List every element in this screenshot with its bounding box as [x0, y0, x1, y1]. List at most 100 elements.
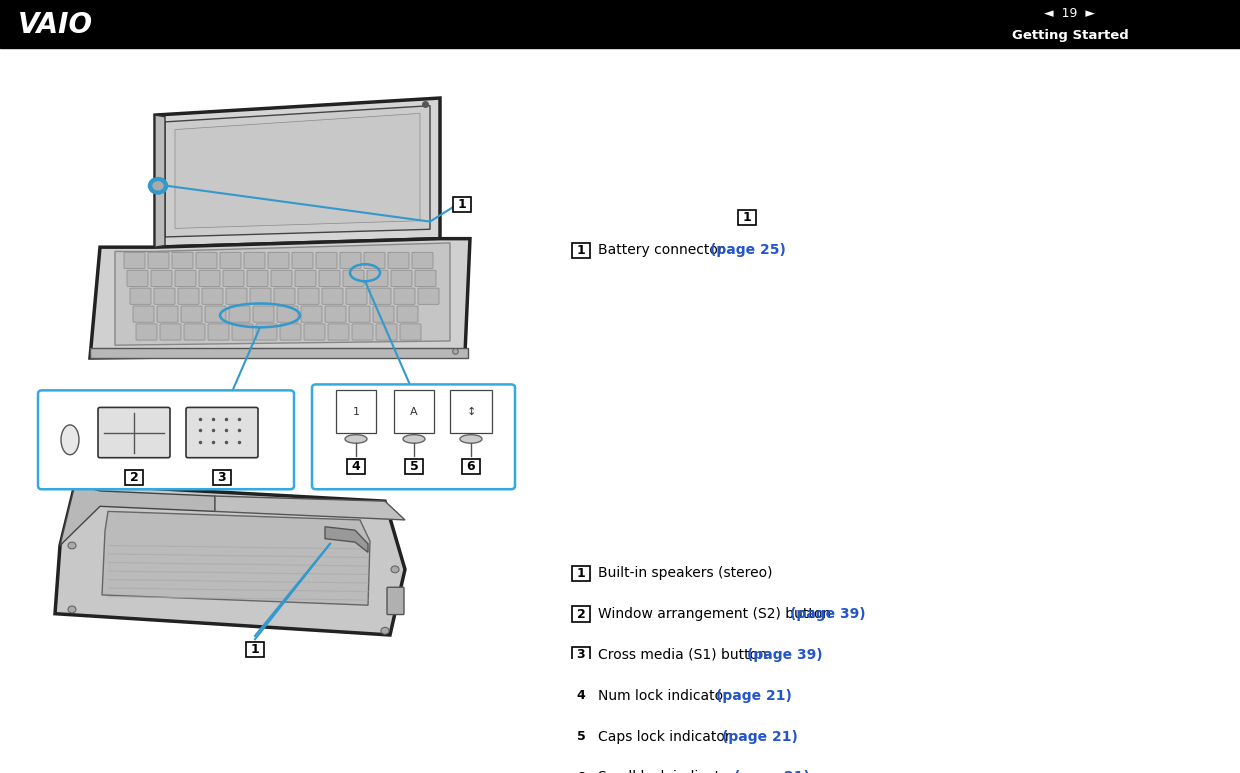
Text: Back: Back — [35, 440, 99, 464]
FancyBboxPatch shape — [572, 566, 590, 581]
FancyBboxPatch shape — [38, 390, 294, 489]
Text: Caps lock indicator: Caps lock indicator — [598, 730, 735, 744]
FancyBboxPatch shape — [316, 252, 337, 268]
Text: Window arrangement (S2) button: Window arrangement (S2) button — [598, 607, 836, 621]
FancyBboxPatch shape — [394, 288, 415, 305]
FancyBboxPatch shape — [280, 324, 301, 340]
Polygon shape — [60, 484, 215, 546]
FancyBboxPatch shape — [247, 271, 268, 286]
Text: Getting Started: Getting Started — [1012, 29, 1128, 43]
FancyBboxPatch shape — [343, 271, 365, 286]
FancyBboxPatch shape — [223, 271, 244, 286]
FancyBboxPatch shape — [304, 324, 325, 340]
FancyBboxPatch shape — [130, 288, 151, 305]
FancyBboxPatch shape — [160, 324, 181, 340]
Text: Cross media (S1) button: Cross media (S1) button — [598, 648, 771, 662]
Text: (page 21): (page 21) — [734, 771, 810, 773]
FancyBboxPatch shape — [244, 252, 265, 268]
Text: A: A — [410, 407, 418, 417]
FancyBboxPatch shape — [181, 306, 202, 322]
FancyBboxPatch shape — [253, 306, 274, 322]
Text: 4: 4 — [577, 690, 585, 702]
FancyBboxPatch shape — [291, 252, 312, 268]
FancyBboxPatch shape — [232, 324, 253, 340]
FancyBboxPatch shape — [572, 729, 590, 744]
Bar — [0, 0, 1240, 48]
Polygon shape — [102, 512, 370, 605]
FancyBboxPatch shape — [272, 271, 291, 286]
Circle shape — [68, 542, 76, 549]
FancyBboxPatch shape — [202, 288, 223, 305]
FancyBboxPatch shape — [154, 288, 175, 305]
FancyBboxPatch shape — [352, 324, 373, 340]
FancyBboxPatch shape — [572, 243, 590, 258]
FancyBboxPatch shape — [246, 642, 264, 657]
FancyBboxPatch shape — [365, 252, 384, 268]
FancyBboxPatch shape — [148, 252, 169, 268]
FancyBboxPatch shape — [397, 306, 418, 322]
Circle shape — [151, 180, 165, 192]
Bar — [91, 348, 467, 358]
Text: (page 25): (page 25) — [709, 243, 785, 257]
Text: 2: 2 — [577, 608, 585, 621]
Text: (page 21): (page 21) — [722, 730, 797, 744]
FancyBboxPatch shape — [738, 209, 756, 225]
Text: Scroll lock indicator: Scroll lock indicator — [598, 771, 739, 773]
FancyBboxPatch shape — [205, 306, 226, 322]
Polygon shape — [155, 98, 440, 247]
FancyBboxPatch shape — [226, 288, 247, 305]
Circle shape — [391, 566, 399, 573]
FancyBboxPatch shape — [124, 252, 145, 268]
FancyBboxPatch shape — [219, 252, 241, 268]
FancyBboxPatch shape — [418, 288, 439, 305]
Polygon shape — [215, 496, 405, 520]
FancyBboxPatch shape — [157, 306, 179, 322]
FancyBboxPatch shape — [367, 271, 388, 286]
Polygon shape — [155, 115, 165, 247]
FancyBboxPatch shape — [401, 324, 422, 340]
Circle shape — [68, 606, 76, 613]
Text: 6: 6 — [466, 460, 475, 473]
FancyBboxPatch shape — [405, 458, 423, 474]
FancyBboxPatch shape — [301, 306, 322, 322]
Polygon shape — [165, 106, 430, 237]
Polygon shape — [325, 526, 368, 553]
FancyBboxPatch shape — [186, 407, 258, 458]
FancyBboxPatch shape — [198, 271, 219, 286]
Polygon shape — [91, 239, 470, 358]
FancyBboxPatch shape — [340, 252, 361, 268]
Text: 6: 6 — [577, 771, 585, 773]
FancyBboxPatch shape — [373, 306, 394, 322]
FancyBboxPatch shape — [376, 324, 397, 340]
Text: 2: 2 — [130, 471, 139, 484]
Ellipse shape — [460, 434, 482, 443]
Text: 4: 4 — [352, 460, 361, 473]
FancyBboxPatch shape — [453, 197, 471, 213]
Text: 1: 1 — [352, 407, 360, 417]
Text: 3: 3 — [577, 649, 585, 662]
FancyBboxPatch shape — [322, 288, 343, 305]
Text: (page 21): (page 21) — [715, 689, 791, 703]
FancyBboxPatch shape — [572, 688, 590, 703]
FancyBboxPatch shape — [391, 271, 412, 286]
FancyBboxPatch shape — [274, 288, 295, 305]
FancyBboxPatch shape — [329, 324, 348, 340]
FancyBboxPatch shape — [268, 252, 289, 268]
FancyBboxPatch shape — [196, 252, 217, 268]
FancyBboxPatch shape — [346, 288, 367, 305]
Text: 5: 5 — [409, 460, 418, 473]
Text: VAIO: VAIO — [19, 11, 93, 39]
Text: 5: 5 — [577, 730, 585, 743]
FancyBboxPatch shape — [229, 306, 250, 322]
FancyBboxPatch shape — [136, 324, 157, 340]
FancyBboxPatch shape — [175, 271, 196, 286]
FancyBboxPatch shape — [208, 324, 229, 340]
Ellipse shape — [345, 434, 367, 443]
FancyBboxPatch shape — [388, 252, 409, 268]
Text: (page 39): (page 39) — [746, 648, 822, 662]
Text: 1: 1 — [577, 567, 585, 580]
FancyBboxPatch shape — [370, 288, 391, 305]
Polygon shape — [115, 243, 450, 346]
FancyBboxPatch shape — [133, 306, 154, 322]
FancyBboxPatch shape — [255, 324, 277, 340]
